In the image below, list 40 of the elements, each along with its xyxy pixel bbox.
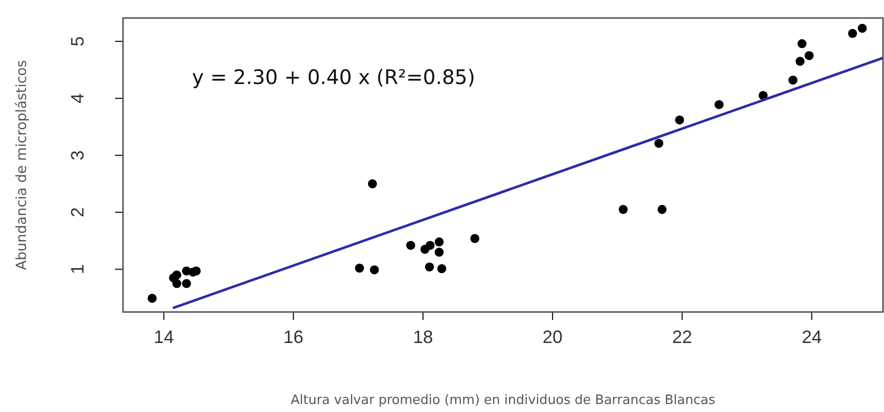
point [434,237,444,246]
point [797,39,807,48]
x-tick-label: 20 [542,326,563,347]
point [654,138,664,148]
point [172,270,182,280]
point [434,248,444,257]
point [426,240,435,250]
y-axis-title: Abundancia de microplásticos [14,60,30,270]
point [618,204,628,214]
point [714,100,724,110]
x-tick-label: 14 [154,326,174,347]
y-tick-label: 5 [67,36,88,46]
annotation: y = 2.30 + 0.40 x (R²=0.85) [192,65,476,89]
x-tick-label: 16 [283,326,304,347]
y-tick-label: 2 [67,207,88,218]
point [424,262,434,272]
point [172,279,182,288]
x-tick-label: 18 [412,326,433,347]
point [406,240,416,250]
point [370,265,379,274]
point [354,264,364,273]
point [148,294,157,303]
point [848,28,858,38]
x-axis-title: Altura valvar promedio (mm) en individuos de Barrancas Blancas [290,393,716,408]
point [192,266,201,276]
point [675,115,684,124]
point [437,264,446,274]
y-tick-label: 4 [67,93,88,104]
point [858,24,867,33]
point [470,234,480,244]
y-tick-label: 3 [67,150,88,160]
point [788,76,798,85]
y-tick-label: 1 [67,264,88,274]
point [804,51,814,60]
x-tick-label: 24 [802,326,822,347]
point [182,279,192,288]
point [658,204,667,214]
x-tick-label: 22 [672,326,692,347]
point [368,179,377,188]
point [796,56,805,66]
